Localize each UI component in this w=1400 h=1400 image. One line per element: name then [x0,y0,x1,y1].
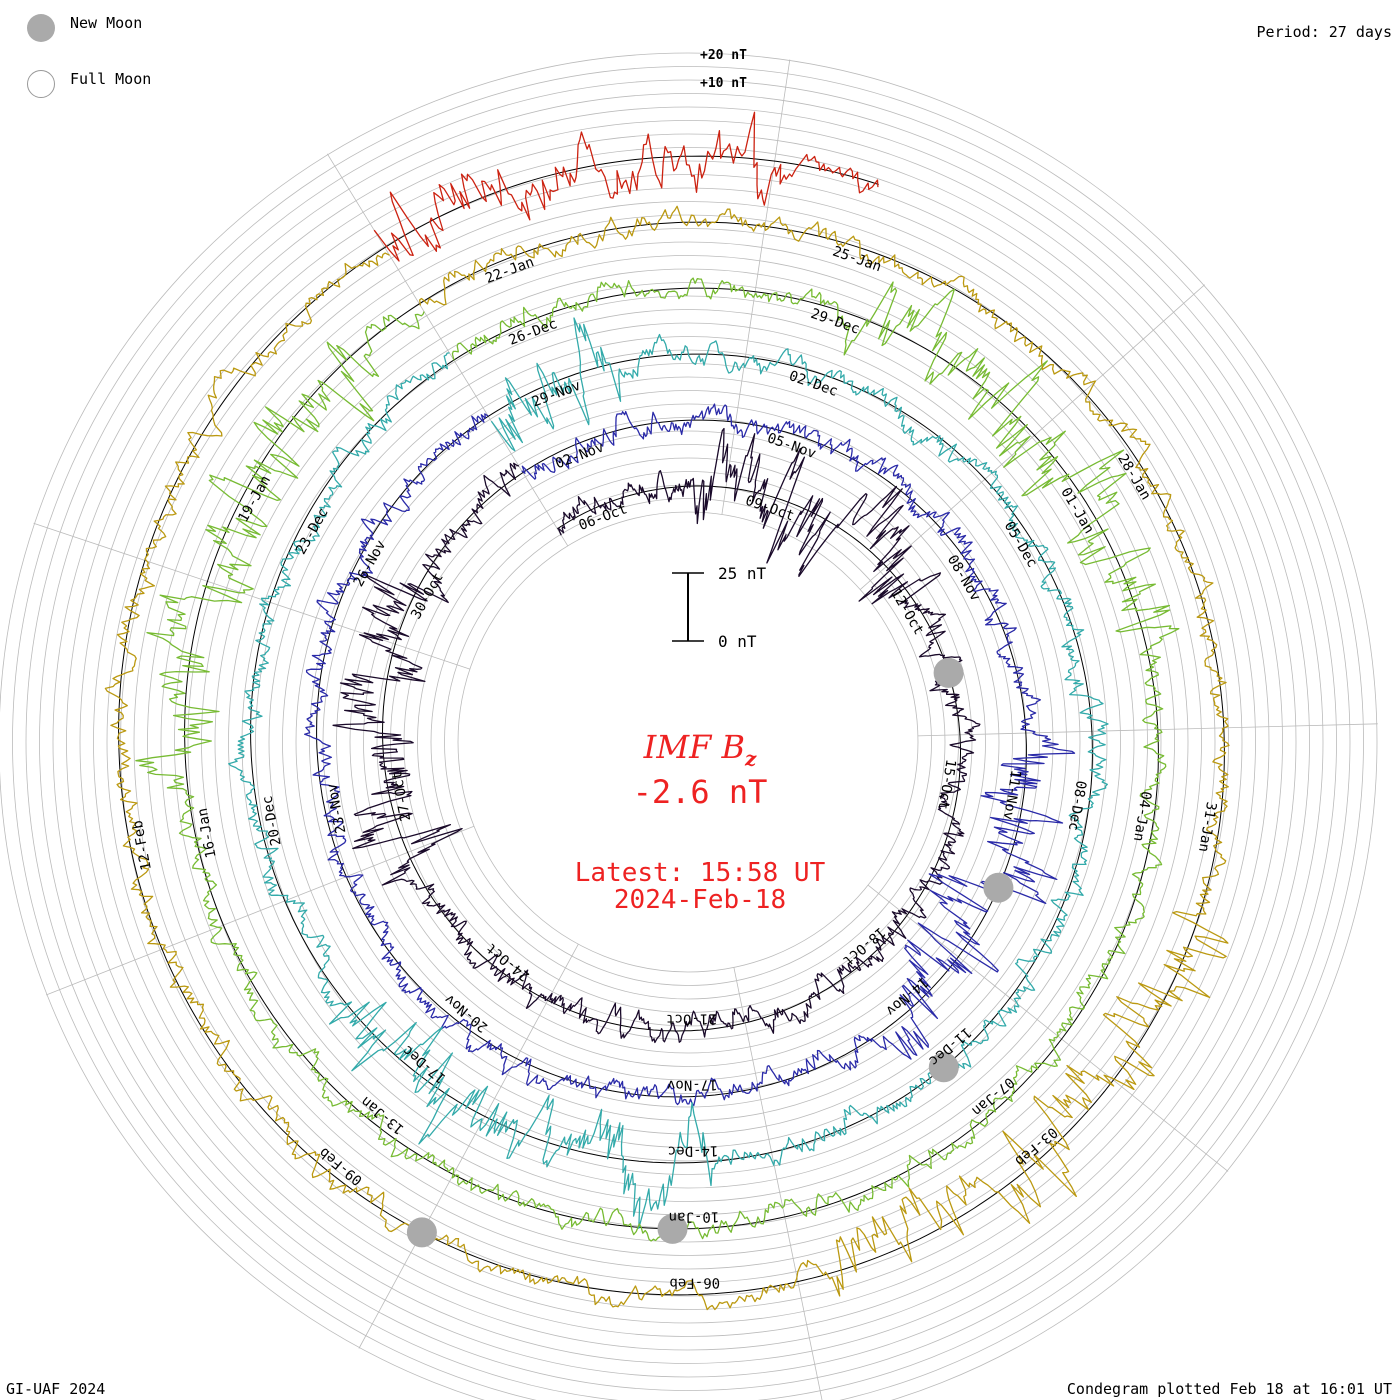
grid-circle [457,511,919,973]
grid-circle [174,228,1202,1256]
date-label: 17-Nov [667,1076,718,1093]
grid-circle [66,120,1310,1364]
radial-gridline [45,825,475,996]
date-label: 25-Jan [830,244,883,276]
radial-gridline [733,967,823,1400]
plotted-label: Condegram plotted Feb 18 at 16:01 UT [1066,1380,1392,1398]
grid-circle [12,66,1364,1400]
date-label: 23-Nov [324,782,349,835]
scale-top-label: 25 nT [718,564,767,583]
chart-title: IMF Bz [643,728,757,771]
date-label: 24-Oct [484,940,533,984]
series-rotation-1 [332,427,981,1044]
grid-circle [282,336,1094,1148]
baseline-path [118,155,1225,1296]
radial-gridline [721,59,791,515]
grid-circle [390,444,986,1040]
radial-gridline [917,723,1378,737]
grid-circle [39,93,1337,1391]
series-rotation-3 [228,317,1109,1229]
radial-gridlines [33,59,1378,1400]
radial-gridline [326,153,569,547]
new-moon-marker [657,1213,688,1244]
grid-circle [376,430,1000,1054]
grid-circle [52,106,1324,1378]
period-label: Period: 27 days [1256,23,1392,41]
grid-circle [106,160,1270,1324]
date-label: 14-Dec [668,1142,719,1159]
grid-circle [228,282,1148,1202]
series-rotation-4 [135,277,1180,1242]
grid-circle [187,241,1189,1243]
radial-gridline [859,284,1205,590]
grid-layer [0,52,1378,1400]
new-moon-marker [933,657,964,688]
date-label: 20-Dec [260,794,285,847]
scale-bar [672,572,704,642]
date-label: 29-Nov [530,378,583,411]
series-rotation-5 [104,205,1230,1311]
grid-circle [444,498,932,986]
grid-circle [255,309,1121,1175]
series-rotation-6 [373,111,879,262]
grid-circle [120,174,1256,1310]
series-rotation-2 [304,403,1076,1107]
latest-time: Latest: 15:58 UT [574,858,826,888]
grid-circle [147,201,1229,1283]
moon-markers [406,657,1014,1248]
new-moon-marker [983,872,1014,903]
grid-circle [417,471,959,1013]
date-label: 09-Oct [743,493,796,525]
grid-circle [268,322,1108,1162]
date-label: 06-Feb [669,1274,720,1291]
ring-label-plus10: +10 nT [700,76,747,91]
grid-circle [79,133,1297,1351]
date-label: 10-Jan [669,1208,720,1225]
radial-gridline [358,944,579,1349]
grid-circle [133,187,1243,1297]
ring-label-plus20: +20 nT [700,48,747,63]
grid-circle [25,79,1351,1400]
scale-bottom-label: 0 nT [718,632,757,651]
legend-new-moon: New Moon [70,14,143,32]
latest-value: -2.6 nT [632,773,768,811]
radial-gridline [33,522,471,670]
grid-circle [336,390,1040,1094]
grid-circle [160,214,1216,1270]
legend-full-moon: Full Moon [70,70,152,88]
date-label: 16-Jan [195,807,220,860]
new-moon-marker [406,1217,437,1248]
date-label: 05-Nov [765,430,818,462]
date-label: 29-Dec [809,306,862,338]
date-label: 21-Oct [666,1010,717,1027]
new-moon-marker [928,1052,959,1083]
bz-series [104,111,1230,1311]
latest-date: 2024-Feb-18 [613,885,787,915]
date-label: 15-Oct [935,758,959,810]
grid-circle [0,52,1378,1400]
new-moon-icon [27,14,55,42]
credit-label: GI-UAF 2024 [6,1380,106,1398]
date-label: 04-Jan [1130,790,1154,842]
grid-circle [309,363,1067,1121]
grid-circle [363,417,1013,1067]
grid-circle [93,147,1283,1337]
baseline-spiral [118,155,1225,1296]
full-moon-icon [27,70,55,98]
grid-circle [322,376,1054,1108]
grid-circle [214,268,1162,1216]
date-label: 11-Nov [1000,769,1024,821]
